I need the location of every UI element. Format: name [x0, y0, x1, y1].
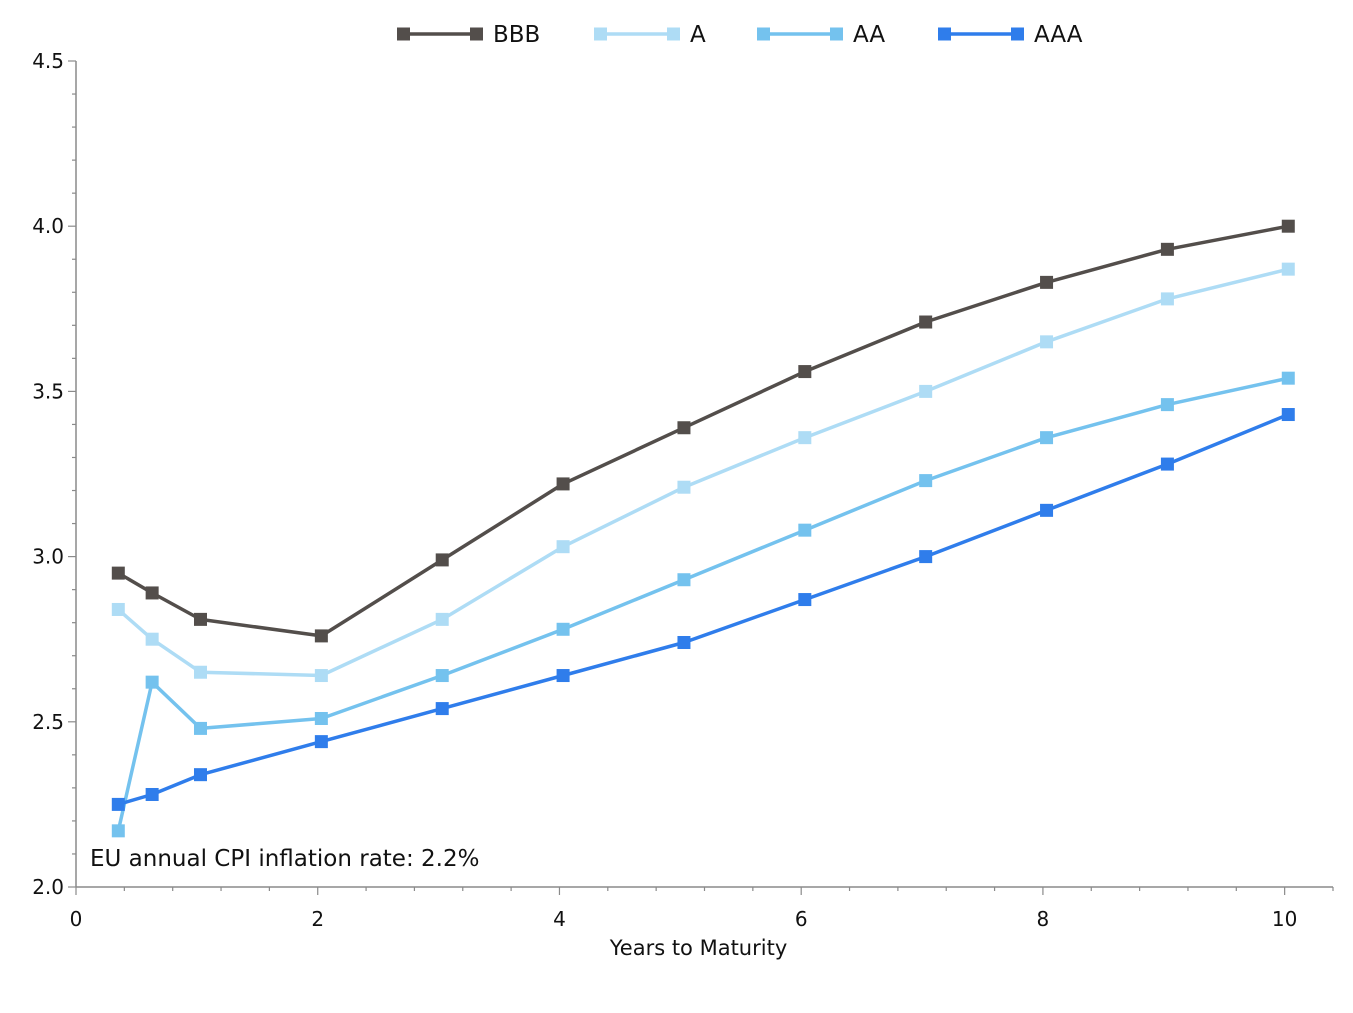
series-line-aa: [116, 376, 1289, 832]
data-point-aa: [314, 711, 328, 725]
inflation-annotation: EU annual CPI inflation rate: 2.2%: [90, 846, 479, 872]
legend-entry-aa: AA: [757, 22, 885, 48]
legend-marker: [667, 27, 680, 41]
data-point-bbb: [919, 315, 933, 329]
data-point-bbb: [1160, 242, 1174, 256]
series-line-bbb: [117, 224, 1289, 638]
legend-marker: [1011, 27, 1024, 41]
data-point-aaa: [111, 797, 125, 811]
data-point-a: [111, 602, 125, 616]
data-point-aaa: [677, 636, 691, 650]
data-point-a: [314, 669, 328, 683]
data-point-aa: [677, 573, 691, 587]
legend-entry-bbb: BBB: [397, 22, 540, 48]
data-point-aaa: [919, 550, 933, 564]
legend: BBB A AA AAA: [397, 22, 1083, 48]
x-axis-title: Years to Maturity: [609, 936, 788, 960]
y-tick-label: 4.5: [32, 49, 64, 73]
legend-label: AA: [853, 22, 885, 48]
data-point-aa: [1040, 431, 1054, 445]
axes: 2.0 2.5 3.0 3.5 4.0 4.5 0 2 4 6 8 10: [32, 49, 1334, 931]
data-point-a: [556, 540, 570, 554]
series-a: [111, 262, 1295, 683]
legend-marker: [594, 27, 607, 41]
x-tick-label: 10: [1272, 907, 1297, 931]
series-line-a: [117, 267, 1289, 678]
data-point-a: [193, 665, 207, 679]
data-point-bbb: [677, 421, 691, 435]
x-tick-label: 6: [795, 907, 808, 931]
y-tick-label: 3.0: [32, 545, 64, 569]
data-point-aa: [193, 721, 207, 735]
data-point-a: [798, 431, 812, 445]
data-point-aa: [556, 622, 570, 636]
legend-marker: [470, 27, 483, 41]
data-point-aa: [435, 669, 449, 683]
data-point-a: [677, 480, 691, 494]
y-tick-label: 2.0: [32, 875, 64, 899]
data-point-a: [1160, 292, 1174, 306]
legend-label: AAA: [1034, 22, 1083, 48]
data-point-aaa: [1281, 408, 1295, 422]
data-point-aaa: [556, 669, 570, 683]
data-point-aaa: [314, 735, 328, 749]
data-point-a: [145, 632, 159, 646]
series-aaa: [111, 408, 1295, 811]
data-point-bbb: [145, 586, 159, 600]
data-point-bbb: [435, 553, 449, 567]
legend-label: BBB: [493, 22, 540, 48]
data-point-a: [1040, 335, 1054, 349]
legend-label: A: [690, 22, 706, 48]
data-point-aa: [1160, 398, 1174, 412]
data-point-bbb: [1281, 219, 1295, 233]
x-tick-label: 8: [1037, 907, 1050, 931]
y-tick-label: 3.5: [32, 379, 64, 403]
x-tick-label: 4: [553, 907, 566, 931]
data-point-aa: [111, 824, 125, 838]
legend-entry-a: A: [594, 22, 706, 48]
data-point-aa: [798, 523, 812, 537]
data-point-aaa: [193, 768, 207, 782]
legend-entry-aaa: AAA: [938, 22, 1083, 48]
data-point-aaa: [145, 787, 159, 801]
data-point-bbb: [1040, 275, 1054, 289]
data-point-bbb: [111, 566, 125, 580]
data-point-aaa: [798, 593, 812, 607]
y-tick-label: 2.5: [32, 710, 64, 734]
x-tick-label: 2: [311, 907, 324, 931]
legend-marker: [757, 27, 770, 41]
data-point-a: [1281, 262, 1295, 276]
data-point-aaa: [435, 702, 449, 716]
data-point-aaa: [1040, 503, 1054, 517]
data-point-aa: [145, 675, 159, 689]
series-aa: [111, 371, 1295, 838]
legend-marker: [830, 27, 843, 41]
series-line-aaa: [117, 412, 1289, 807]
legend-marker: [397, 27, 410, 41]
data-point-a: [919, 384, 933, 398]
y-tick-label: 4.0: [32, 214, 64, 238]
legend-marker: [938, 27, 951, 41]
x-tick-label: 0: [70, 907, 83, 931]
data-point-bbb: [798, 365, 812, 379]
data-point-aaa: [1160, 457, 1174, 471]
data-point-a: [435, 612, 449, 626]
data-point-aa: [1281, 371, 1295, 385]
data-point-bbb: [193, 612, 207, 626]
data-point-aa: [919, 474, 933, 488]
data-point-bbb: [556, 477, 570, 491]
data-point-bbb: [314, 629, 328, 643]
series-lines: [111, 219, 1295, 838]
series-bbb: [111, 219, 1295, 643]
